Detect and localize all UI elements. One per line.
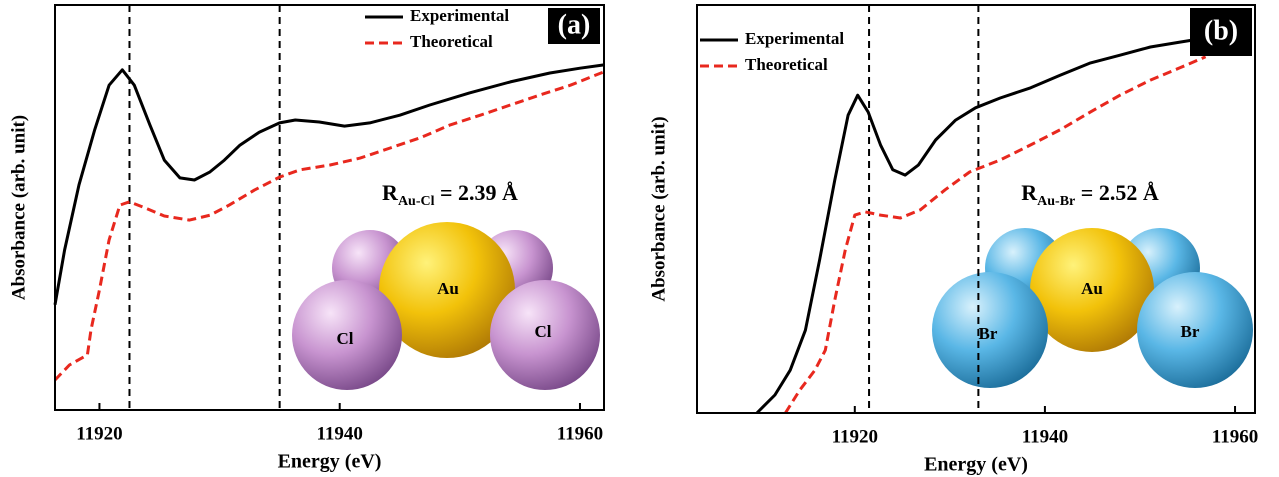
x-axis-label: Energy (eV) [278,451,382,473]
legend-label: Experimental [745,29,844,48]
x-tick-label: 11960 [1212,426,1258,447]
x-tick-label: 11940 [316,423,362,444]
atom-label: Br [979,324,998,343]
annotation-subscript: Au-Cl [398,194,435,209]
legend-label: Experimental [410,6,509,25]
x-tick-label: 11920 [76,423,122,444]
panel-label: (b) [1204,15,1238,46]
y-axis-label: Absorbance (arb. unit) [648,116,669,301]
annotation: RAu-Br = 2.52 Å [1021,180,1159,209]
annotation-text: = 2.52 Å [1075,180,1159,205]
annotation-symbol: R [1021,180,1038,205]
x-axis-label: Energy (eV) [924,454,1028,476]
atom-label: Br [1181,322,1200,341]
panel-label: (a) [558,9,591,40]
figure: Au Cl Cl Experimental Theoretical 11920 11940 1… [0,0,1279,477]
x-tick-label: 11940 [1022,426,1068,447]
legend-label: Theoretical [410,32,493,51]
atom-label: Au [1081,279,1103,298]
annotation-text: = 2.39 Å [435,180,519,205]
annotation: RAu-Cl = 2.39 Å [382,180,518,209]
atom-label: Cl [535,322,552,341]
annotation-symbol: R [382,180,399,205]
atom-label: Cl [337,329,354,348]
atom-label: Au [437,279,459,298]
annotation-subscript: Au-Br [1037,194,1075,209]
x-tick-label: 11920 [832,426,878,447]
legend-label: Theoretical [745,55,828,74]
y-axis-label: Absorbance (arb. unit) [8,115,29,300]
x-tick-label: 11960 [557,423,603,444]
